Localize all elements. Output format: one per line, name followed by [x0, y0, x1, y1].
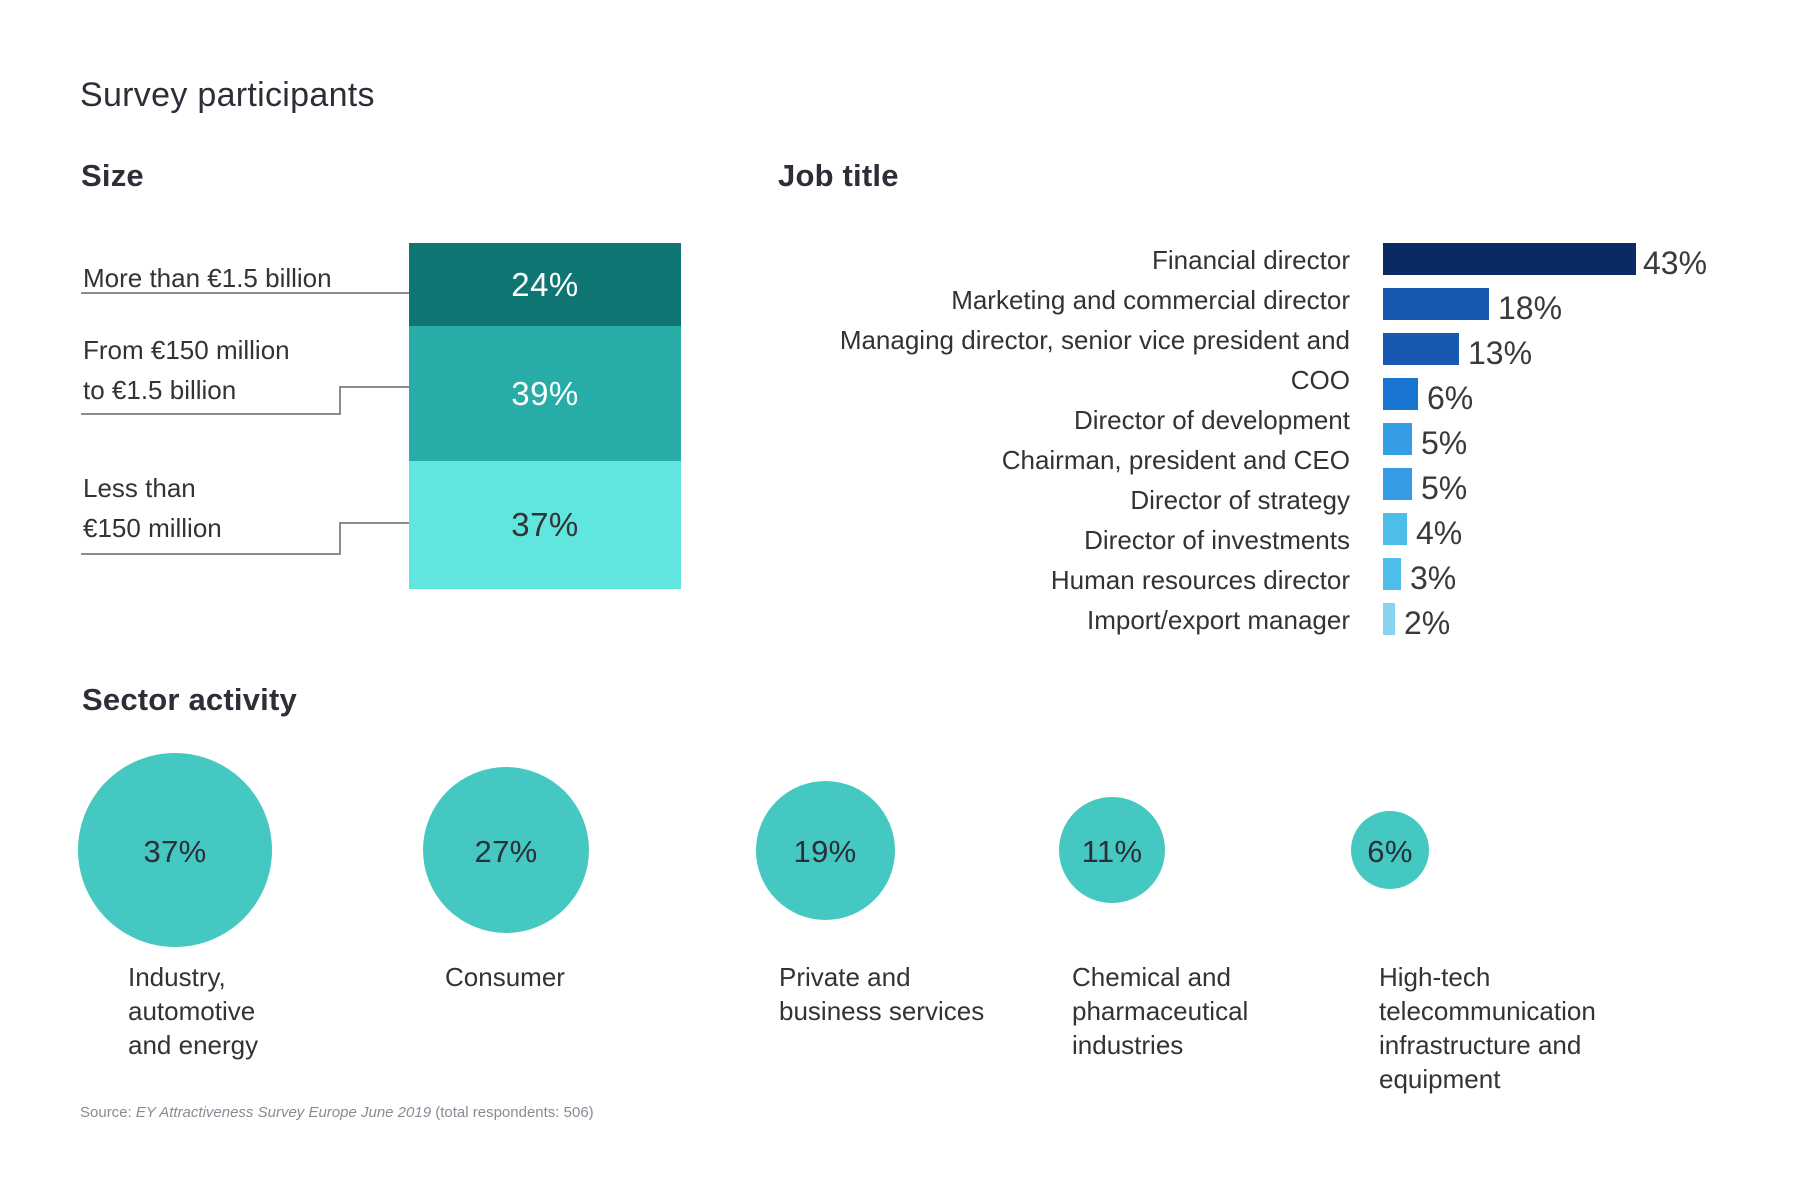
sector-activity-heading: Sector activity — [82, 682, 297, 717]
job-title-heading: Job title — [778, 158, 899, 193]
size-heading: Size — [81, 158, 144, 193]
size-segment: 39% — [409, 326, 681, 461]
job-title-bar — [1383, 558, 1401, 590]
job-title-bar-value: 18% — [1498, 290, 1563, 326]
sector-bubble — [1059, 797, 1165, 903]
job-title-label: Chairman, president and CEO — [1001, 445, 1350, 475]
size-connector-line — [81, 553, 339, 555]
sector-category-label: High-tech telecommunication infrastructure… — [1379, 960, 1596, 1096]
job-title-bar — [1383, 468, 1412, 500]
size-segment-value: 24% — [511, 265, 579, 303]
source-suffix: (total respondents: 506) — [431, 1104, 594, 1121]
job-title-bar-value: 5% — [1421, 470, 1468, 506]
job-title-bar — [1383, 513, 1407, 545]
sector-category-label-line: Chemical and — [1072, 962, 1231, 992]
sector-bubble-value: 11% — [1081, 834, 1143, 869]
size-connector-line — [339, 522, 409, 524]
size-category-label-line: €150 million — [83, 513, 222, 543]
job-title-label: Marketing and commercial director — [951, 285, 1350, 315]
job-title-bar-value: 13% — [1468, 335, 1533, 371]
job-title-bar-value: 4% — [1416, 515, 1463, 551]
job-title-label: Managing director, senior vice president… — [839, 325, 1350, 355]
size-category-label: More than €1.5 billion — [83, 258, 332, 298]
sector-category-label-line: industries — [1072, 1030, 1184, 1060]
sector-bubble — [755, 780, 895, 920]
size-connector-line — [339, 522, 341, 555]
size-segment: 24% — [409, 243, 681, 326]
job-title-label: Director of strategy — [1130, 485, 1350, 515]
job-title-bar — [1383, 288, 1489, 320]
sector-category-label: Industry, automotive and energy — [128, 960, 258, 1062]
sector-category-label-line: Industry, — [128, 962, 226, 992]
sector-category-label-line: business services — [779, 996, 985, 1026]
source-prefix: Source: — [80, 1104, 136, 1121]
size-segment-value: 37% — [511, 506, 579, 543]
job-title-label: COO — [1290, 365, 1350, 395]
sector-category-label-line: Private and — [779, 962, 911, 992]
page-title: Survey participants — [80, 76, 375, 114]
size-category-label-line: Less than — [83, 473, 196, 503]
size-category-label-line: More than €1.5 billion — [83, 263, 332, 293]
size-category-label: From €150 million to €1.5 billion — [83, 330, 290, 410]
sector-category-label-line: automotive — [128, 996, 256, 1026]
source-title: EY Attractiveness Survey Europe June 201… — [135, 1104, 432, 1121]
sector-category-label-line: High-tech — [1379, 962, 1491, 992]
sector-category-label-line: Consumer — [445, 962, 565, 992]
job-title-label: Financial director — [1152, 245, 1350, 275]
sector-category-label-line: pharmaceutical — [1072, 996, 1249, 1026]
size-connector-line — [81, 413, 339, 415]
sector-category-label-line: infrastructure and — [1379, 1030, 1582, 1060]
sector-bubble-value: 19% — [793, 834, 857, 869]
job-title-bar-value: 43% — [1643, 245, 1708, 281]
size-category-label-line: From €150 million — [83, 335, 290, 365]
job-title-bar-value: 3% — [1410, 560, 1457, 596]
sector-category-label-line: and energy — [128, 1030, 259, 1060]
size-category-label-line: to €1.5 billion — [83, 375, 237, 405]
size-segment: 37% — [409, 461, 681, 589]
size-connector-line — [81, 292, 409, 294]
job-title-label: Director of development — [1073, 405, 1350, 435]
job-title-bar-value: 5% — [1421, 425, 1468, 461]
job-title-bar — [1383, 378, 1418, 410]
size-category-label: Less than €150 million — [83, 468, 222, 548]
sector-bubble — [78, 753, 272, 947]
sector-category-label-line: telecommunication — [1379, 996, 1596, 1026]
job-title-label: Import/export manager — [1086, 605, 1350, 635]
job-title-bar — [1383, 603, 1395, 635]
size-connector-line — [339, 386, 409, 388]
sector-category-label: Consumer — [445, 960, 565, 994]
sector-category-label: Chemical and pharmaceutical industries — [1072, 960, 1248, 1062]
job-title-bar-value: 6% — [1427, 380, 1474, 416]
sector-bubble-value: 27% — [474, 834, 538, 869]
size-segment-value: 39% — [511, 374, 579, 412]
sector-category-label-line: equipment — [1379, 1064, 1501, 1094]
sector-category-label: Private and business services — [779, 960, 984, 1028]
source-note: Source: EY Attractiveness Survey Europe … — [80, 1104, 594, 1121]
sector-bubble-value: 37% — [143, 834, 207, 869]
size-connector-line — [339, 386, 341, 415]
job-title-bar — [1383, 243, 1636, 275]
sector-bubble — [1351, 811, 1429, 889]
sector-bubble — [423, 767, 589, 933]
job-title-label: Director of investments — [1084, 525, 1350, 555]
job-title-bar-value: 2% — [1404, 605, 1451, 641]
job-title-label: Human resources director — [1050, 565, 1350, 595]
sector-bubble-value: 6% — [1367, 834, 1413, 869]
job-title-bar — [1383, 333, 1459, 365]
job-title-bar — [1383, 423, 1412, 455]
